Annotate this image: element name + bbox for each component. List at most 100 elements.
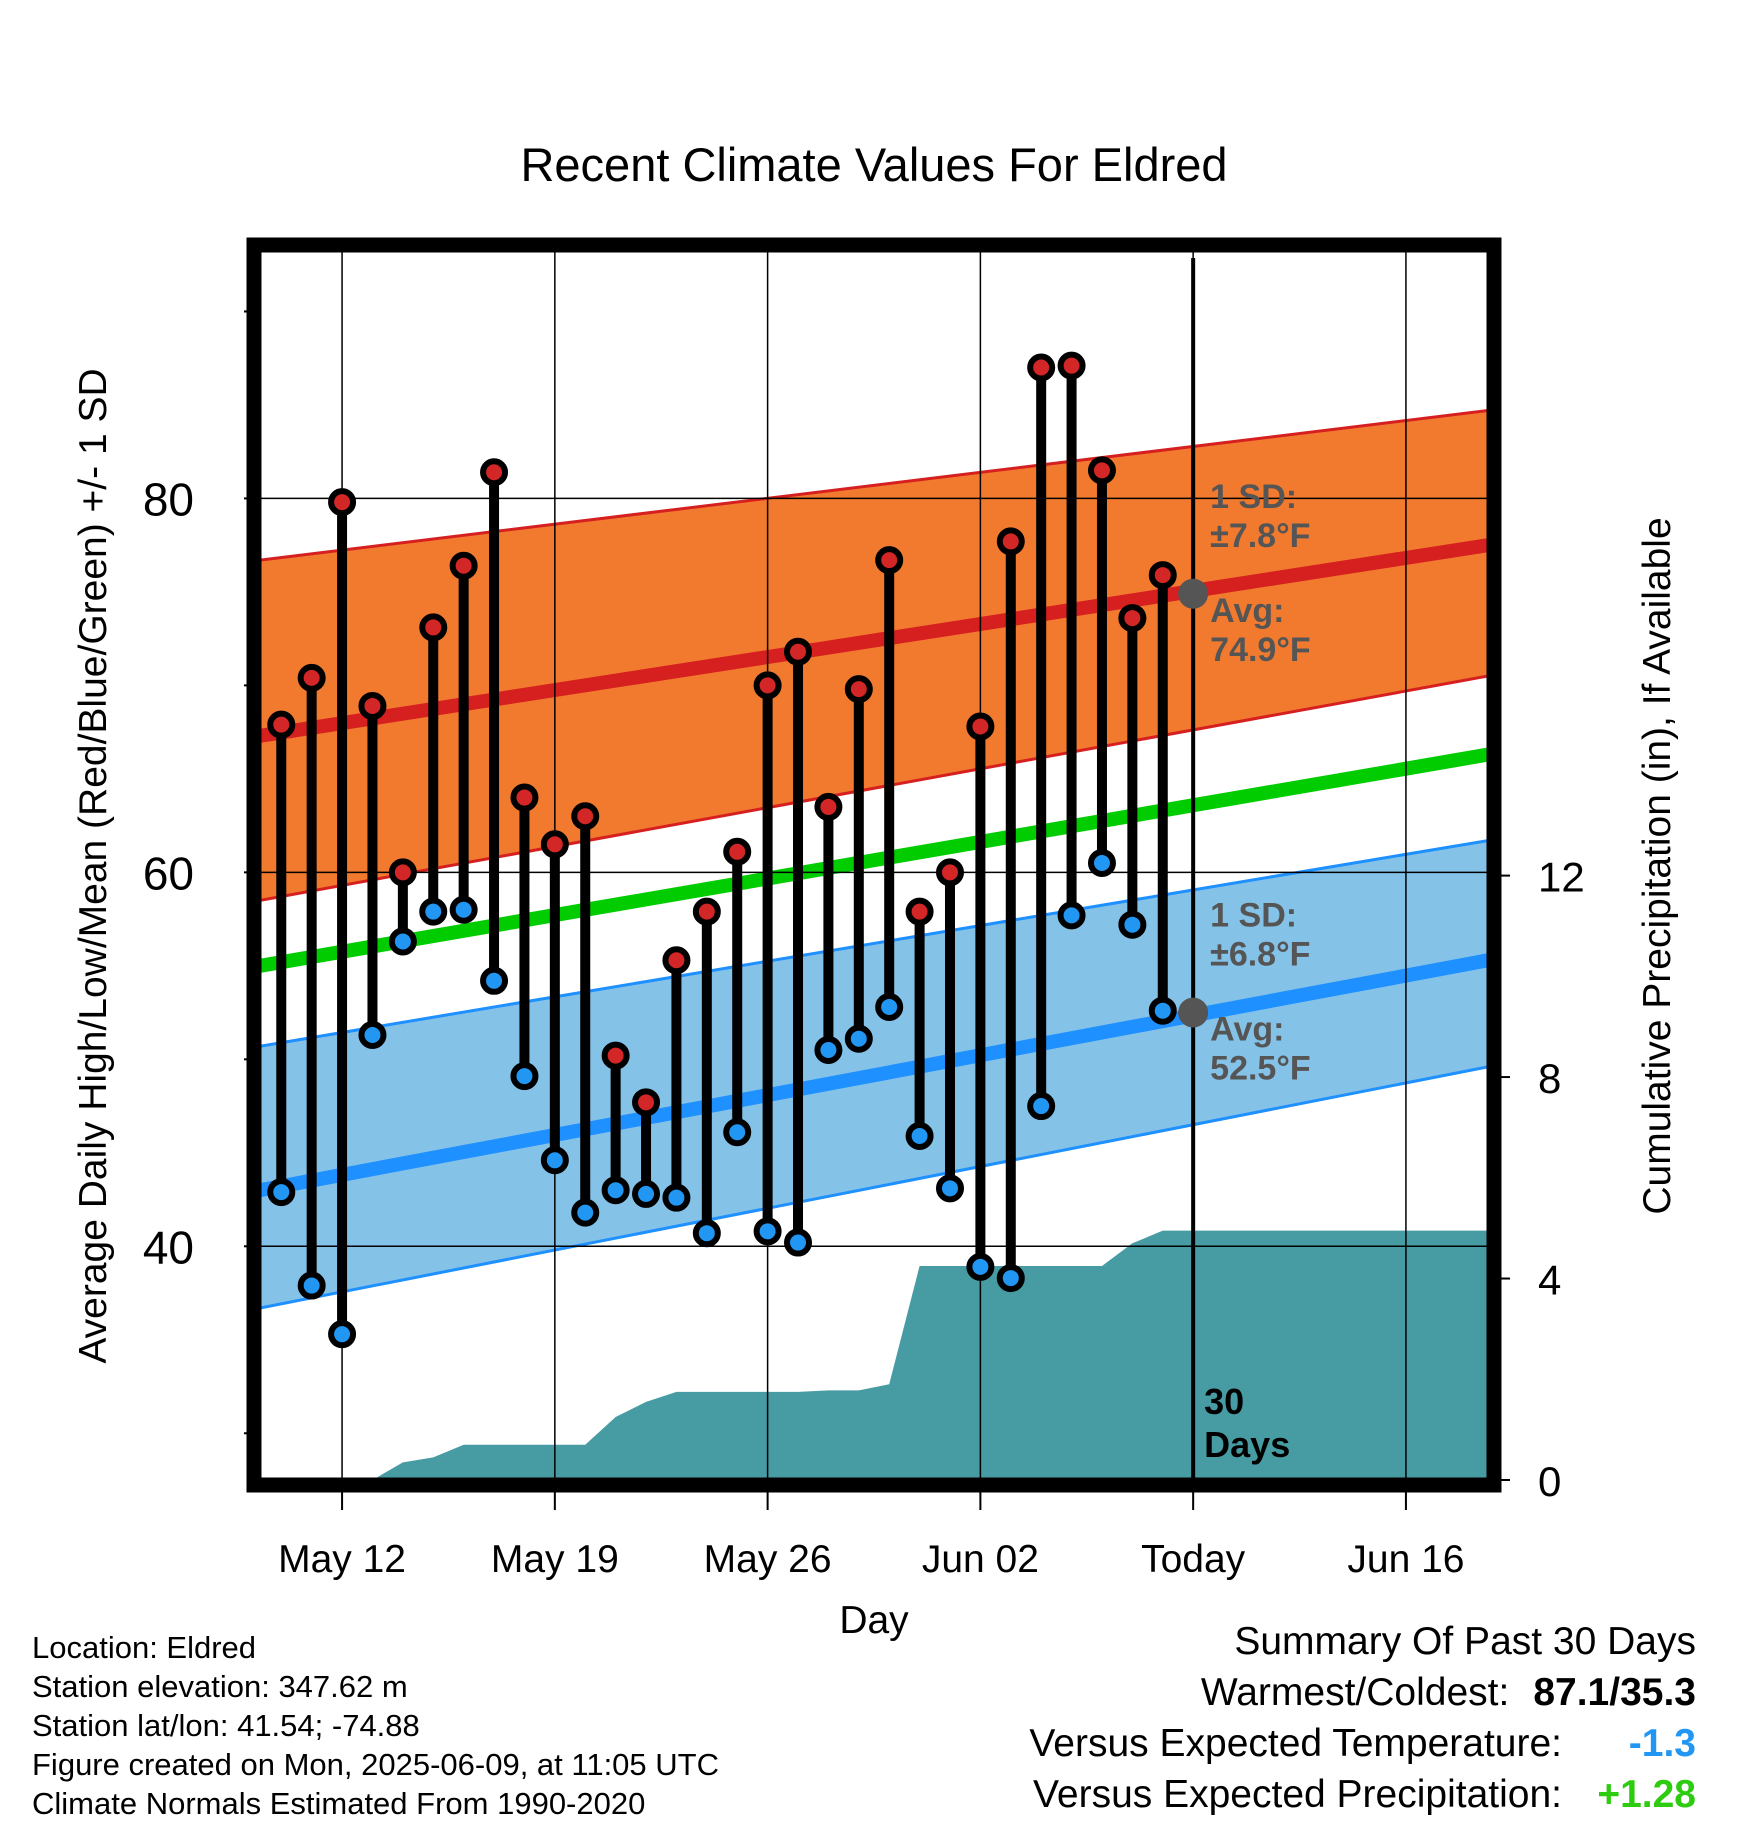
station-info: Location: Eldred Station elevation: 347.… xyxy=(32,1628,719,1823)
high-avg-marker xyxy=(1178,578,1209,609)
high-temp-point xyxy=(1087,456,1116,485)
elevation-text: Station elevation: 347.62 m xyxy=(32,1669,408,1704)
low-temp-point xyxy=(297,1271,326,1300)
high-temp-point xyxy=(297,663,326,692)
y-right-tick-label: 8 xyxy=(1538,1055,1561,1102)
days-count-label: 30 xyxy=(1204,1381,1244,1422)
high-temp-point xyxy=(996,527,1025,556)
high-band-upper-edge xyxy=(260,409,1488,562)
high-temp-point xyxy=(449,551,478,580)
y-axis-left-label: Average Daily High/Low/Mean (Red/Blue/Gr… xyxy=(72,368,115,1363)
low-avg-value: 52.5°F xyxy=(1210,1050,1311,1088)
low-temp-point xyxy=(875,992,904,1021)
high-temp-point xyxy=(388,858,417,887)
low-temp-point xyxy=(1148,996,1177,1025)
low-temp-point xyxy=(1087,849,1116,877)
plot-content xyxy=(260,246,1488,1480)
low-temp-point xyxy=(510,1062,539,1091)
low-temp-point xyxy=(540,1146,569,1175)
high-temp-point xyxy=(692,897,721,926)
low-temp-point xyxy=(814,1035,843,1064)
precip-value: +1.28 xyxy=(1597,1773,1696,1816)
high-temp-point xyxy=(601,1041,630,1070)
low-normal-line xyxy=(260,953,1488,1198)
high-normal-band xyxy=(260,410,1488,901)
high-temp-point xyxy=(784,637,813,666)
y-left-tick-label: 40 xyxy=(143,1221,194,1273)
high-temp-point xyxy=(753,671,782,700)
normals-text: Climate Normals Estimated From 1990-2020 xyxy=(32,1786,646,1821)
low-temp-point xyxy=(935,1174,964,1203)
high-temp-point xyxy=(419,613,448,642)
warmest-label: Warmest/Coldest: xyxy=(1200,1671,1510,1714)
high-temp-point xyxy=(1027,353,1056,382)
summary-warmest-row: Warmest/Coldest: 87.1/35.3 xyxy=(1029,1667,1696,1718)
low-temp-point xyxy=(905,1121,934,1150)
high-temp-point xyxy=(267,710,296,739)
x-tick-label: Today xyxy=(1141,1538,1246,1581)
mean-normal-line xyxy=(260,747,1488,973)
high-temp-point xyxy=(328,488,357,517)
high-sd-value: ±7.8°F xyxy=(1210,517,1310,555)
x-tick-label: May 12 xyxy=(278,1538,406,1581)
low-temp-point xyxy=(966,1252,995,1281)
low-sd-value: ±6.8°F xyxy=(1210,936,1310,974)
precipitation-area xyxy=(281,1230,1488,1480)
low-temp-point xyxy=(480,966,509,995)
x-axis-label: Day xyxy=(839,1599,909,1642)
summary-panel: Summary Of Past 30 Days Warmest/Coldest:… xyxy=(1029,1616,1696,1820)
high-temp-point xyxy=(571,802,600,831)
x-tick-label: May 26 xyxy=(704,1538,832,1581)
plot-frame xyxy=(246,237,1502,1493)
low-temp-point xyxy=(388,927,417,956)
chart-title: Recent Climate Values For Eldred xyxy=(520,138,1227,191)
low-temp-point xyxy=(723,1118,752,1147)
y-right-tick-label: 12 xyxy=(1538,854,1585,901)
high-temp-point xyxy=(844,675,873,704)
high-temp-point xyxy=(662,946,691,975)
low-temp-point xyxy=(753,1217,782,1246)
high-avg-value: 74.9°F xyxy=(1210,631,1311,669)
low-temp-point xyxy=(632,1179,661,1208)
low-temp-point xyxy=(692,1219,721,1248)
location-text: Location: Eldred xyxy=(32,1630,257,1665)
low-band-upper-edge xyxy=(260,839,1488,1048)
low-temp-point xyxy=(1057,901,1086,930)
high-temp-point xyxy=(935,858,964,887)
created-text: Figure created on Mon, 2025-06-09, at 11… xyxy=(32,1747,719,1782)
low-band-lower-edge xyxy=(260,1065,1488,1310)
low-temp-point xyxy=(328,1320,357,1349)
x-tick-label: May 19 xyxy=(491,1538,619,1581)
high-temp-point xyxy=(814,792,843,821)
y-left-tick-label: 60 xyxy=(143,847,194,899)
high-temp-point xyxy=(480,458,509,487)
y-right-tick-label: 4 xyxy=(1538,1257,1561,1304)
high-temp-point xyxy=(358,691,387,720)
summary-temp-row: Versus Expected Temperature: -1.3 xyxy=(1029,1718,1696,1769)
low-temp-point xyxy=(662,1183,691,1212)
high-temp-point xyxy=(966,712,995,741)
y-left-tick-label: 80 xyxy=(143,473,194,525)
precip-label: Versus Expected Precipitation: xyxy=(1033,1773,1562,1816)
high-temp-point xyxy=(510,783,539,812)
low-temp-point xyxy=(1118,910,1147,939)
low-temp-point xyxy=(449,895,478,924)
low-temp-point xyxy=(571,1198,600,1227)
x-tick-label: Jun 02 xyxy=(922,1538,1039,1581)
high-temp-point xyxy=(632,1088,661,1117)
low-temp-point xyxy=(996,1264,1025,1293)
high-temp-point xyxy=(875,546,904,575)
high-avg-label: Avg: xyxy=(1210,592,1284,630)
low-temp-point xyxy=(784,1228,813,1257)
high-temp-point xyxy=(1118,604,1147,633)
days-word-label: Days xyxy=(1204,1424,1290,1465)
low-avg-label: Avg: xyxy=(1210,1011,1284,1049)
high-temp-point xyxy=(905,897,934,926)
latlon-text: Station lat/lon: 41.54; -74.88 xyxy=(32,1708,420,1743)
high-temp-point xyxy=(540,830,569,859)
low-avg-marker xyxy=(1178,997,1209,1028)
x-tick-label: Jun 16 xyxy=(1347,1538,1464,1581)
high-sd-label: 1 SD: xyxy=(1210,478,1297,516)
low-temp-point xyxy=(844,1024,873,1053)
